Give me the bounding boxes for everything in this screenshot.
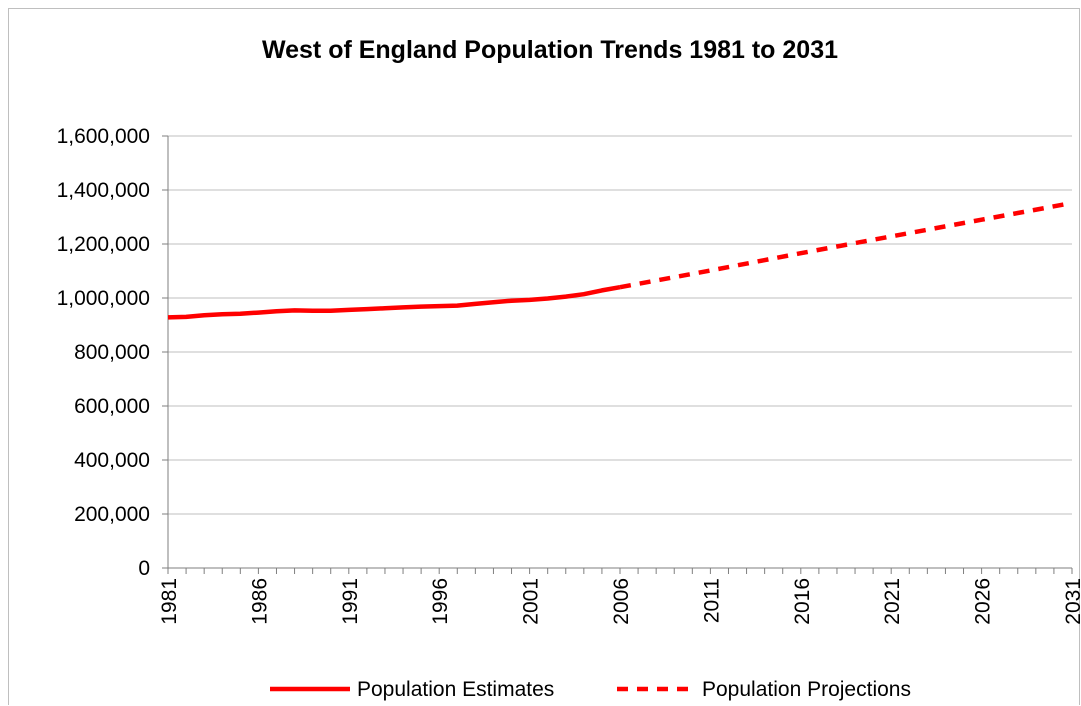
series-line-estimates (167, 284, 621, 320)
y-tick-label: 1,400,000 (57, 179, 150, 202)
y-tick-label: 1,000,000 (57, 287, 150, 310)
legend-label: Population Estimates (357, 678, 554, 701)
y-tick-label: 0 (138, 557, 150, 580)
y-axis-ticks: 0 200,000 400,000 600,000 800,000 1,000,000 1,… (57, 125, 168, 580)
series-line-projections (619, 200, 1073, 290)
grid-lines (168, 135, 1072, 515)
x-tick-label: 2011 (700, 578, 723, 623)
y-tick-label: 600,000 (74, 395, 150, 418)
legend: Population Estimates Population Projectio… (270, 678, 911, 701)
y-tick-label: 800,000 (74, 341, 150, 364)
x-tick-label: 2006 (610, 578, 633, 625)
x-tick-label: 2016 (791, 578, 814, 625)
x-tick-label: 1981 (158, 578, 181, 625)
x-tick-label: 1986 (248, 578, 271, 625)
x-tick-label: 2026 (972, 578, 995, 625)
y-tick-label: 200,000 (74, 503, 150, 526)
legend-label: Population Projections (702, 678, 911, 701)
x-tick-label: 2021 (881, 578, 904, 625)
x-tick-label: 1991 (339, 578, 362, 625)
y-tick-label: 1,600,000 (57, 125, 150, 148)
chart-frame (8, 8, 1080, 705)
y-tick-label: 1,200,000 (57, 233, 150, 256)
x-tick-label: 2031 (1062, 578, 1081, 625)
x-tick-label: 2001 (520, 578, 543, 625)
series-lines (167, 200, 1073, 320)
y-tick-label: 400,000 (74, 449, 150, 472)
x-axis-ticks: 1981 1986 1991 1996 2001 2006 2011 2016 2021 2026… (158, 568, 1081, 625)
chart-title: West of England Population Trends 1981 t… (261, 36, 839, 64)
x-tick-label: 1996 (429, 578, 452, 625)
